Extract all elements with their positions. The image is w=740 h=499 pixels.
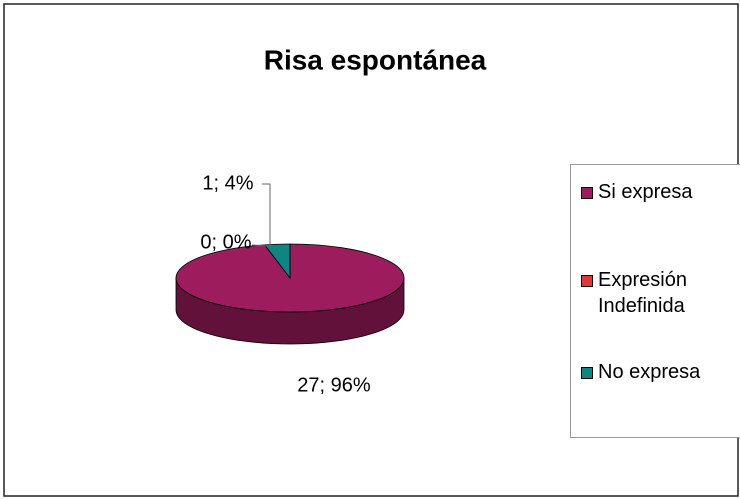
legend: Si expresa Expresión Indefinida No expresa [570,164,740,438]
legend-label: No expresa [598,361,701,383]
legend-swatch [581,187,593,199]
data-label: 1; 4% [202,172,253,194]
chart-title: Risa espontánea [264,44,487,75]
data-label: 27; 96% [297,374,371,396]
slice [263,243,291,280]
leader-line [262,183,271,246]
legend-label: Si expresa [598,181,693,203]
legend-item: Si expresa [581,179,740,205]
legend-swatch [581,367,593,379]
legend-item: Expresión Indefinida [581,267,740,319]
legend-item: No expresa [581,359,740,385]
legend-label: Expresión Indefinida [598,269,687,317]
legend-swatch [581,275,593,287]
data-label: 0; 0% [200,231,251,253]
leader-line [251,244,269,247]
